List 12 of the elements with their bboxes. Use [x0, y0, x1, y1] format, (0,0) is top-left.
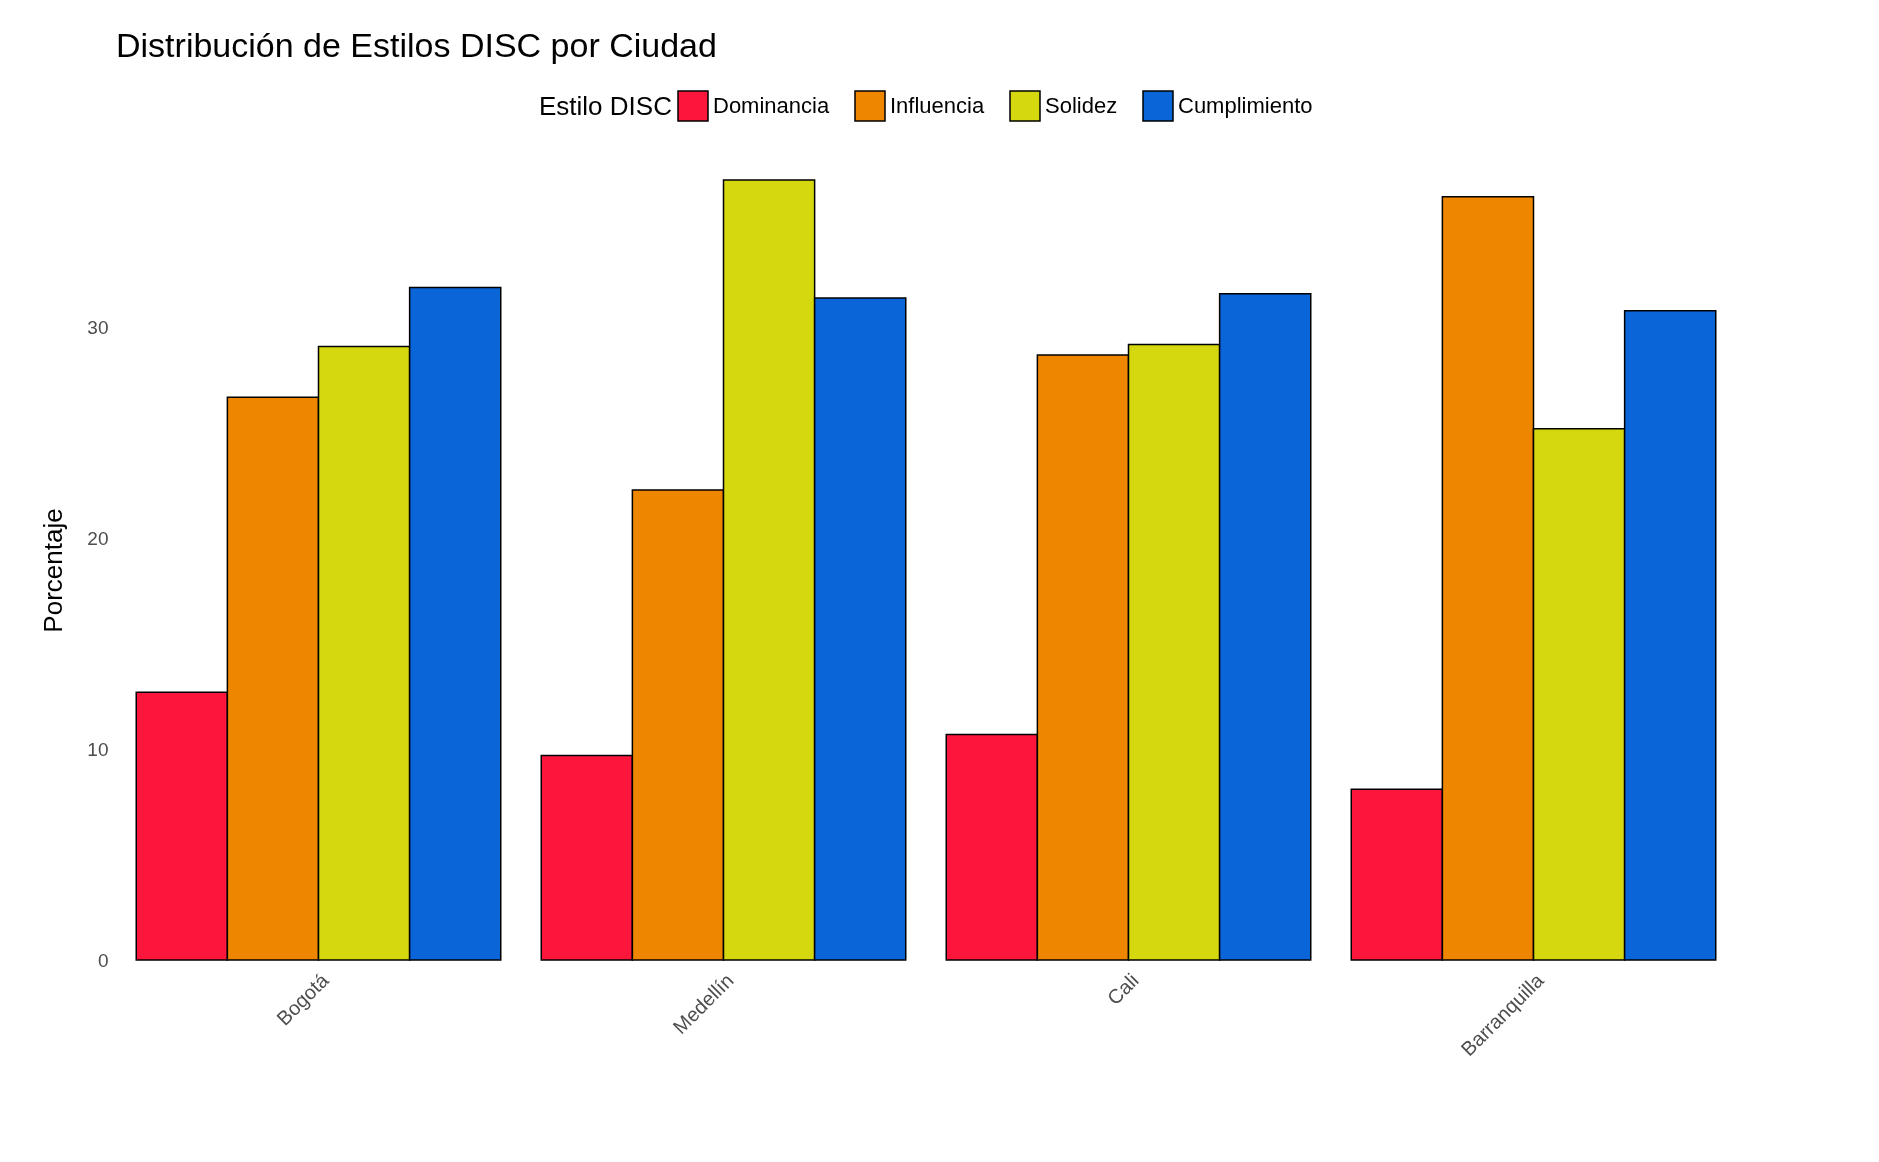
- y-tick-label: 20: [87, 527, 109, 549]
- y-tick-label: 30: [87, 317, 109, 339]
- y-tick-label: 0: [97, 949, 109, 971]
- x-tick-label: Cali: [1102, 969, 1143, 1009]
- y-axis-title: Porcentaje: [38, 508, 69, 633]
- legend-label: Dominancia: [713, 93, 830, 118]
- chart-title: Distribución de Estilos DISC por Ciudad: [116, 26, 717, 64]
- legend-label: Solidez: [1045, 93, 1118, 118]
- legend-label: Influencia: [890, 93, 985, 118]
- legend-title: Estilo DISC: [539, 91, 672, 121]
- legend-label: Cumplimiento: [1178, 93, 1313, 118]
- y-tick-label: 10: [87, 738, 109, 760]
